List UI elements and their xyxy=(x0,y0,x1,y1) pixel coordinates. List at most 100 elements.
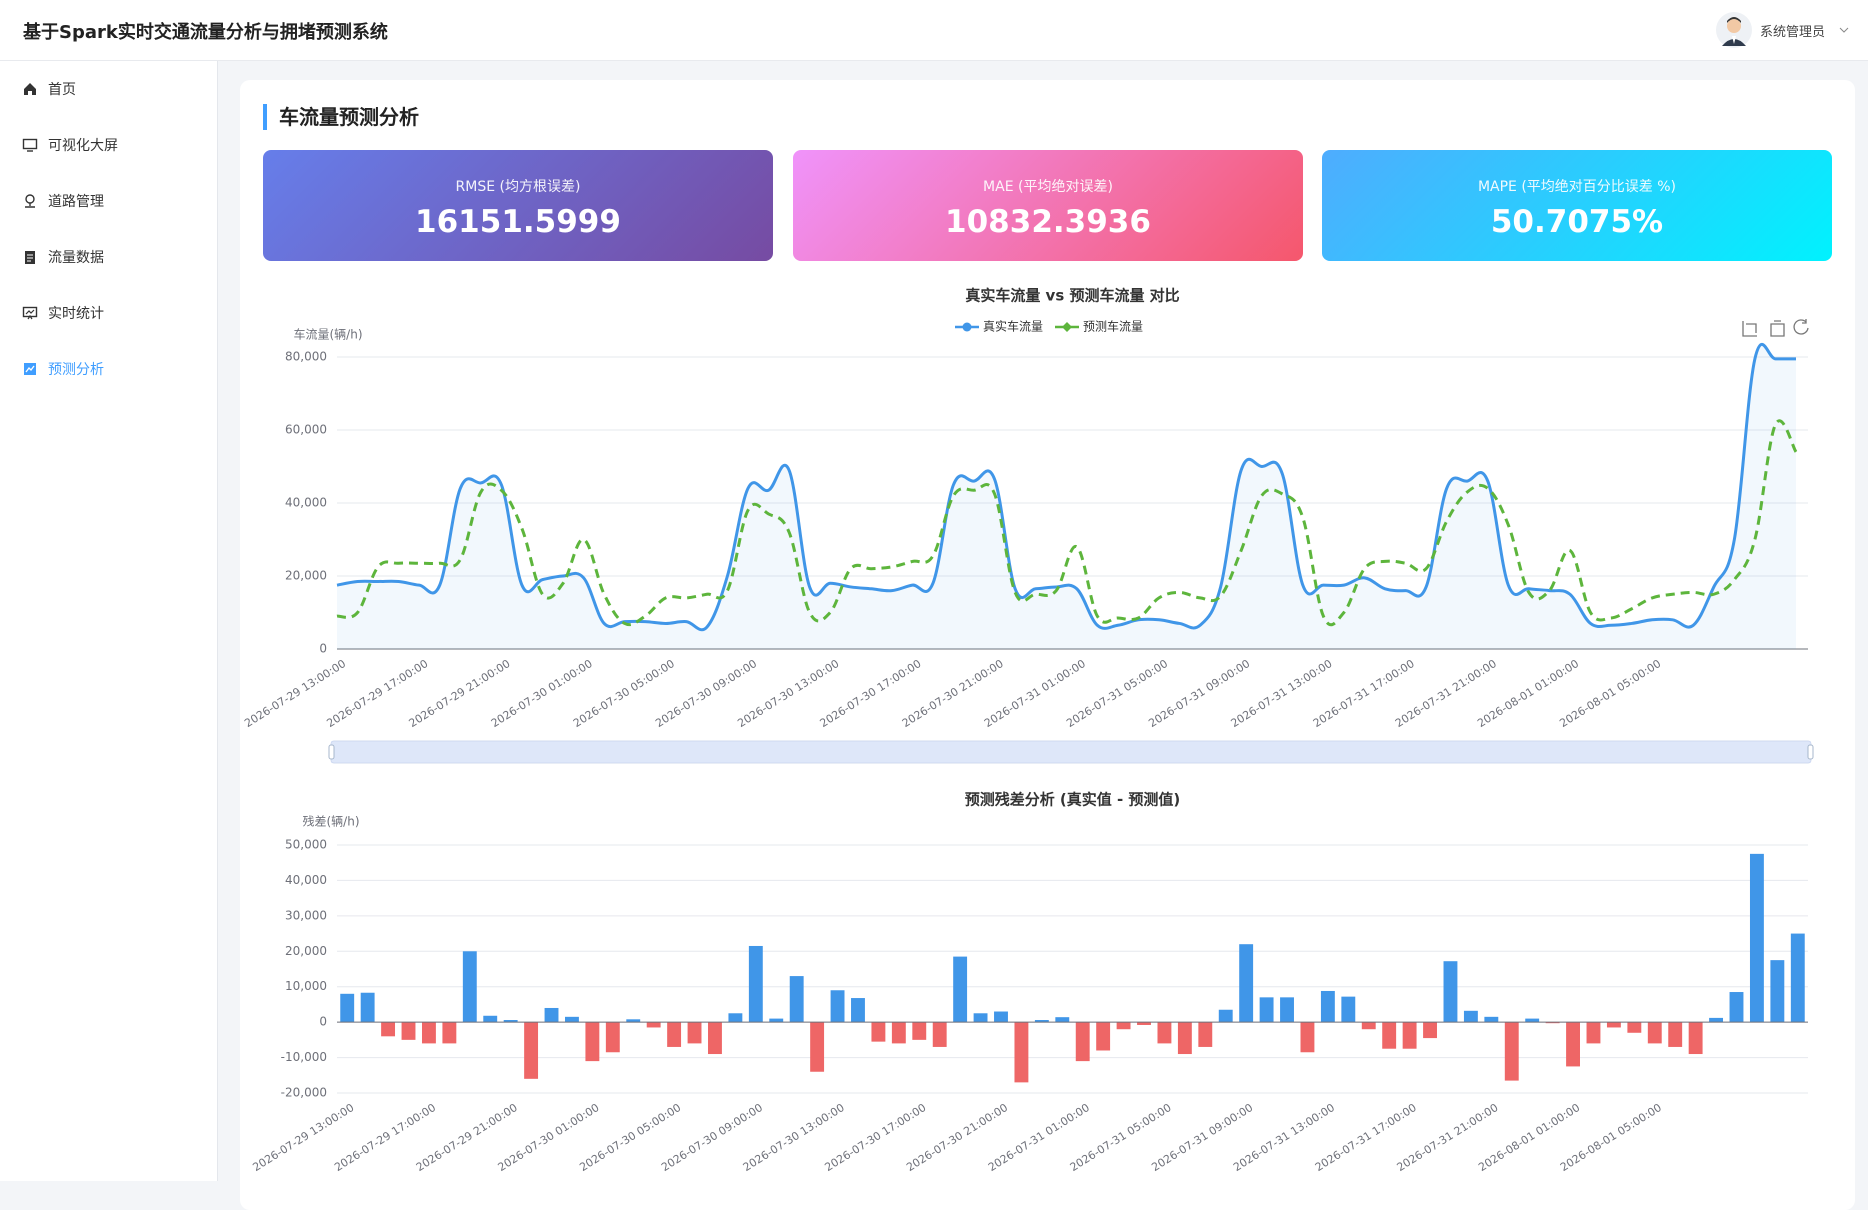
toolbox[interactable] xyxy=(1742,319,1809,337)
bar xyxy=(626,1019,641,1023)
bar xyxy=(483,1015,498,1023)
dropdown-icon[interactable] xyxy=(1838,25,1850,35)
y-axis-label: 残差(辆/h) xyxy=(302,815,359,829)
bar xyxy=(1423,1022,1437,1039)
bar xyxy=(1443,961,1458,1023)
bar xyxy=(1361,1022,1376,1030)
legend-label: 真实车流量 xyxy=(983,319,1043,334)
bar xyxy=(585,1022,600,1062)
bar xyxy=(1300,1022,1315,1053)
y-tick-label: 60,000 xyxy=(285,423,327,437)
app-title: 基于Spark实时交通流量分析与拥堵预测系统 xyxy=(23,22,388,43)
bar xyxy=(932,1022,947,1047)
bar xyxy=(1096,1022,1111,1051)
bar xyxy=(1320,990,1335,1023)
bar xyxy=(1770,960,1785,1023)
bar xyxy=(728,1013,743,1023)
avatar[interactable] xyxy=(1716,12,1752,48)
bar xyxy=(708,1022,722,1055)
bar xyxy=(503,1020,518,1023)
bar xyxy=(1382,1022,1397,1049)
bar xyxy=(646,1022,661,1028)
bar xyxy=(687,1022,702,1044)
bar xyxy=(442,1022,457,1044)
bar xyxy=(1116,1022,1131,1030)
nav-label[interactable]: 实时统计 xyxy=(48,306,104,322)
metric-card: MAPE (平均绝对百分比误差 %) 50.7075% xyxy=(1322,150,1832,261)
bar xyxy=(1034,1020,1049,1023)
bar xyxy=(1566,1022,1580,1067)
metric-value: 50.7075% xyxy=(1490,204,1664,240)
bar xyxy=(851,998,865,1023)
bar xyxy=(1014,1022,1029,1083)
bar xyxy=(1402,1022,1417,1049)
y-tick-label: -10,000 xyxy=(281,1050,327,1064)
bar xyxy=(973,1013,988,1023)
bar xyxy=(401,1022,416,1040)
bar xyxy=(1749,853,1764,1023)
bar xyxy=(1157,1022,1172,1044)
nav-item[interactable]: 流量数据 xyxy=(22,245,104,269)
nav-label[interactable]: 流量数据 xyxy=(48,250,104,266)
bar xyxy=(748,945,763,1023)
metric-card: RMSE (均方根误差) 16151.5999 xyxy=(263,150,773,261)
metric-value: 16151.5999 xyxy=(415,204,621,240)
y-tick-label: 40,000 xyxy=(285,873,327,887)
bar xyxy=(1729,992,1744,1023)
line xyxy=(336,342,1796,632)
bar xyxy=(1341,996,1356,1023)
bar xyxy=(1259,997,1274,1023)
line xyxy=(336,419,1798,627)
bar xyxy=(891,1022,906,1044)
bar xyxy=(524,1022,539,1079)
section-title: 车流量预测分析 xyxy=(263,104,419,130)
bar xyxy=(830,990,845,1023)
bar xyxy=(462,951,477,1023)
nav-item[interactable]: 可视化大屏 xyxy=(22,133,118,157)
y-tick-label: 0 xyxy=(319,642,327,656)
nav-label[interactable]: 首页 xyxy=(48,82,76,98)
bar xyxy=(1709,1017,1724,1023)
bar xyxy=(1688,1022,1703,1055)
bar xyxy=(1647,1022,1662,1044)
bar xyxy=(994,1011,1008,1023)
bar xyxy=(1463,1010,1478,1023)
bar xyxy=(1627,1022,1642,1033)
y-tick-label: 50,000 xyxy=(285,838,327,852)
metric-label: MAE (平均绝对误差) xyxy=(983,179,1113,195)
metric-value: 10832.3936 xyxy=(945,204,1151,240)
y-tick-label: 40,000 xyxy=(285,496,327,510)
bar xyxy=(1239,944,1254,1023)
chart-title: 预测残差分析 (真实值 - 预测值) xyxy=(965,791,1181,809)
nav-label[interactable]: 可视化大屏 xyxy=(48,138,118,154)
y-tick-label: 30,000 xyxy=(285,908,327,922)
bar xyxy=(1504,1022,1519,1081)
metric-label: RMSE (均方根误差) xyxy=(455,179,581,195)
data-zoom[interactable] xyxy=(328,740,1814,764)
bar xyxy=(1137,1022,1151,1025)
user-name[interactable]: 系统管理员 xyxy=(1760,25,1826,40)
bar xyxy=(1280,997,1294,1023)
bar xyxy=(871,1022,886,1042)
bar xyxy=(421,1022,436,1044)
chart-title: 真实车流量 vs 预测车流量 对比 xyxy=(965,287,1179,305)
bar xyxy=(1484,1016,1499,1023)
bar xyxy=(544,1007,559,1023)
nav-item[interactable]: 预测分析 xyxy=(22,357,104,381)
nav-label[interactable]: 道路管理 xyxy=(48,194,104,210)
nav-item[interactable]: 实时统计 xyxy=(22,301,104,325)
legend-marker xyxy=(1062,322,1072,332)
nav-label[interactable]: 预测分析 xyxy=(48,362,104,378)
bar xyxy=(1075,1022,1090,1062)
nav-item[interactable]: 道路管理 xyxy=(22,189,104,213)
y-tick-label: 20,000 xyxy=(285,569,327,583)
bar xyxy=(1668,1022,1683,1047)
y-tick-label: -20,000 xyxy=(281,1086,327,1100)
nav-item[interactable]: 首页 xyxy=(22,77,76,101)
y-tick-label: 10,000 xyxy=(285,979,327,993)
bar xyxy=(1525,1018,1540,1023)
bar xyxy=(1198,1022,1213,1047)
legend-marker xyxy=(962,322,972,332)
sidebar: 首页 可视化大屏 道路管理 流量数据 实时统计 预测分析 xyxy=(0,61,218,1181)
